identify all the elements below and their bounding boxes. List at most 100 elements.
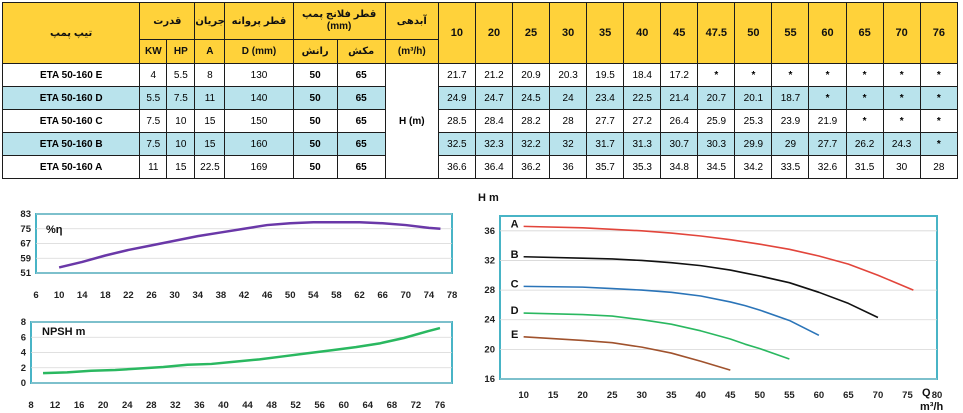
series-label: B bbox=[511, 249, 519, 261]
impeller-cell: 140 bbox=[224, 86, 294, 110]
y-axis-title: NPSH m bbox=[42, 326, 86, 338]
x-tick-label: 76 bbox=[435, 400, 446, 411]
x-tick-label: 40 bbox=[218, 400, 229, 411]
x-tick-label: 22 bbox=[123, 290, 134, 301]
discharge-cell: 50 bbox=[292, 155, 338, 179]
x-tick-label: 62 bbox=[354, 290, 365, 301]
y-tick-label: 67 bbox=[20, 239, 31, 250]
x-tick-label: 72 bbox=[411, 400, 422, 411]
head-value-cell: * bbox=[919, 132, 959, 156]
series-label: E bbox=[511, 329, 518, 341]
flow-value-header: 47.5 bbox=[697, 2, 736, 64]
head-value-cell: 21.9 bbox=[808, 109, 847, 133]
header-current: جریان bbox=[194, 2, 226, 40]
x-tick-label: 36 bbox=[194, 400, 205, 411]
y-tick-label: 59 bbox=[20, 253, 31, 264]
head-value-cell: 32.6 bbox=[808, 155, 847, 179]
x-tick-label: 56 bbox=[314, 400, 325, 411]
header-flow: آبدهی bbox=[384, 2, 439, 40]
x-tick-label: 70 bbox=[873, 390, 884, 401]
x-tick-label: 55 bbox=[784, 390, 795, 401]
plot-frame bbox=[499, 215, 938, 380]
header-dmm: D (mm) bbox=[224, 39, 294, 64]
x-axis-title: Q bbox=[922, 387, 931, 399]
suction-cell: 65 bbox=[336, 63, 386, 87]
series-line bbox=[523, 312, 790, 360]
series-line bbox=[58, 221, 441, 269]
header-flow-unit: (m³/h) bbox=[384, 39, 439, 64]
series-label: C bbox=[511, 278, 519, 290]
x-tick-label: 26 bbox=[146, 290, 157, 301]
x-tick-label: 15 bbox=[548, 390, 559, 401]
x-tick-label: 6 bbox=[33, 290, 38, 301]
head-value-cell: 28 bbox=[919, 155, 959, 179]
header-hp: HP bbox=[166, 39, 196, 64]
head-value-cell: * bbox=[919, 109, 959, 133]
hp-cell: 15 bbox=[166, 155, 196, 179]
x-tick-label: 75 bbox=[902, 390, 913, 401]
head-value-cell: 36.2 bbox=[511, 155, 551, 179]
head-value-cell: 19.5 bbox=[586, 63, 625, 87]
flow-value-header: 10 bbox=[437, 2, 476, 64]
head-value-cell: 36 bbox=[549, 155, 588, 179]
x-tick-label: 60 bbox=[814, 390, 825, 401]
x-tick-label: 20 bbox=[98, 400, 109, 411]
x-tick-label: 64 bbox=[363, 400, 374, 411]
head-value-cell: 30 bbox=[882, 155, 921, 179]
head-value-cell: 36.6 bbox=[437, 155, 476, 179]
header-power: قدرت bbox=[139, 2, 196, 40]
amp-cell: 15 bbox=[194, 132, 226, 156]
head-value-cell: 27.7 bbox=[586, 109, 625, 133]
x-tick-label: 66 bbox=[377, 290, 388, 301]
head-value-cell: 24.3 bbox=[882, 132, 921, 156]
head-value-cell: 31.7 bbox=[586, 132, 625, 156]
y-tick-label: 20 bbox=[484, 344, 495, 355]
x-tick-label: 48 bbox=[266, 400, 277, 411]
head-value-cell: 33.5 bbox=[771, 155, 810, 179]
x-tick-label: 30 bbox=[169, 290, 180, 301]
y-tick-label: 0 bbox=[21, 378, 26, 389]
head-value-cell: 28.5 bbox=[437, 109, 476, 133]
head-value-cell: 32 bbox=[549, 132, 588, 156]
head-value-cell: 34.2 bbox=[734, 155, 773, 179]
y-tick-label: 8 bbox=[21, 317, 26, 328]
table-row: ETA 50-160 C 7.5 10 15 150 50 65 28.5 28.4 28.2 28… bbox=[1, 109, 959, 133]
y-tick-label: 83 bbox=[20, 209, 31, 220]
head-value-cell: 32.3 bbox=[474, 132, 513, 156]
x-tick-label: 50 bbox=[285, 290, 296, 301]
head-value-cell: 28.4 bbox=[474, 109, 513, 133]
x-tick-label: 42 bbox=[239, 290, 250, 301]
table-row: ETA 50-160 A 11 15 22.5 169 50 65 36.6 36.4 36.2 3… bbox=[1, 155, 959, 179]
x-tick-label: 14 bbox=[77, 290, 88, 301]
y-tick-label: 24 bbox=[484, 315, 495, 326]
kw-cell: 11 bbox=[139, 155, 168, 179]
flow-value-header: 65 bbox=[845, 2, 884, 64]
head-value-cell: 24 bbox=[549, 86, 588, 110]
x-tick-label: 18 bbox=[100, 290, 111, 301]
x-tick-label: 28 bbox=[146, 400, 157, 411]
kw-cell: 7.5 bbox=[139, 132, 168, 156]
hp-cell: 5.5 bbox=[166, 63, 196, 87]
head-value-cell: 27.7 bbox=[808, 132, 847, 156]
y-tick-label: 2 bbox=[21, 363, 26, 374]
x-tick-label: 20 bbox=[577, 390, 588, 401]
hp-cell: 10 bbox=[166, 132, 196, 156]
kw-cell: 7.5 bbox=[139, 109, 168, 133]
head-value-cell: * bbox=[845, 86, 884, 110]
flow-value-header: 60 bbox=[808, 2, 847, 64]
suction-cell: 65 bbox=[336, 86, 386, 110]
x-tick-label: 30 bbox=[636, 390, 647, 401]
series-line bbox=[523, 285, 820, 337]
table-row: ETA 50-160 B 7.5 10 15 160 50 65 32.5 32.3 32.2 32… bbox=[1, 132, 959, 156]
head-value-cell: 20.9 bbox=[511, 63, 551, 87]
head-value-cell: * bbox=[882, 86, 921, 110]
kw-cell: 4 bbox=[139, 63, 168, 87]
header-flange: قطر فلانج پمپ (mm) bbox=[292, 2, 386, 40]
flow-value-header: 55 bbox=[771, 2, 810, 64]
head-value-cell: 30.7 bbox=[660, 132, 699, 156]
flow-value-header: 45 bbox=[660, 2, 699, 64]
head-value-cell: 24.5 bbox=[511, 86, 551, 110]
header-impeller: قطر پروانه bbox=[224, 2, 294, 40]
x-tick-label: 68 bbox=[387, 400, 398, 411]
table-row: ETA 50-160 E 4 5.5 8 130 50 65 H (m) 21.7 21.2 20.… bbox=[1, 63, 959, 179]
